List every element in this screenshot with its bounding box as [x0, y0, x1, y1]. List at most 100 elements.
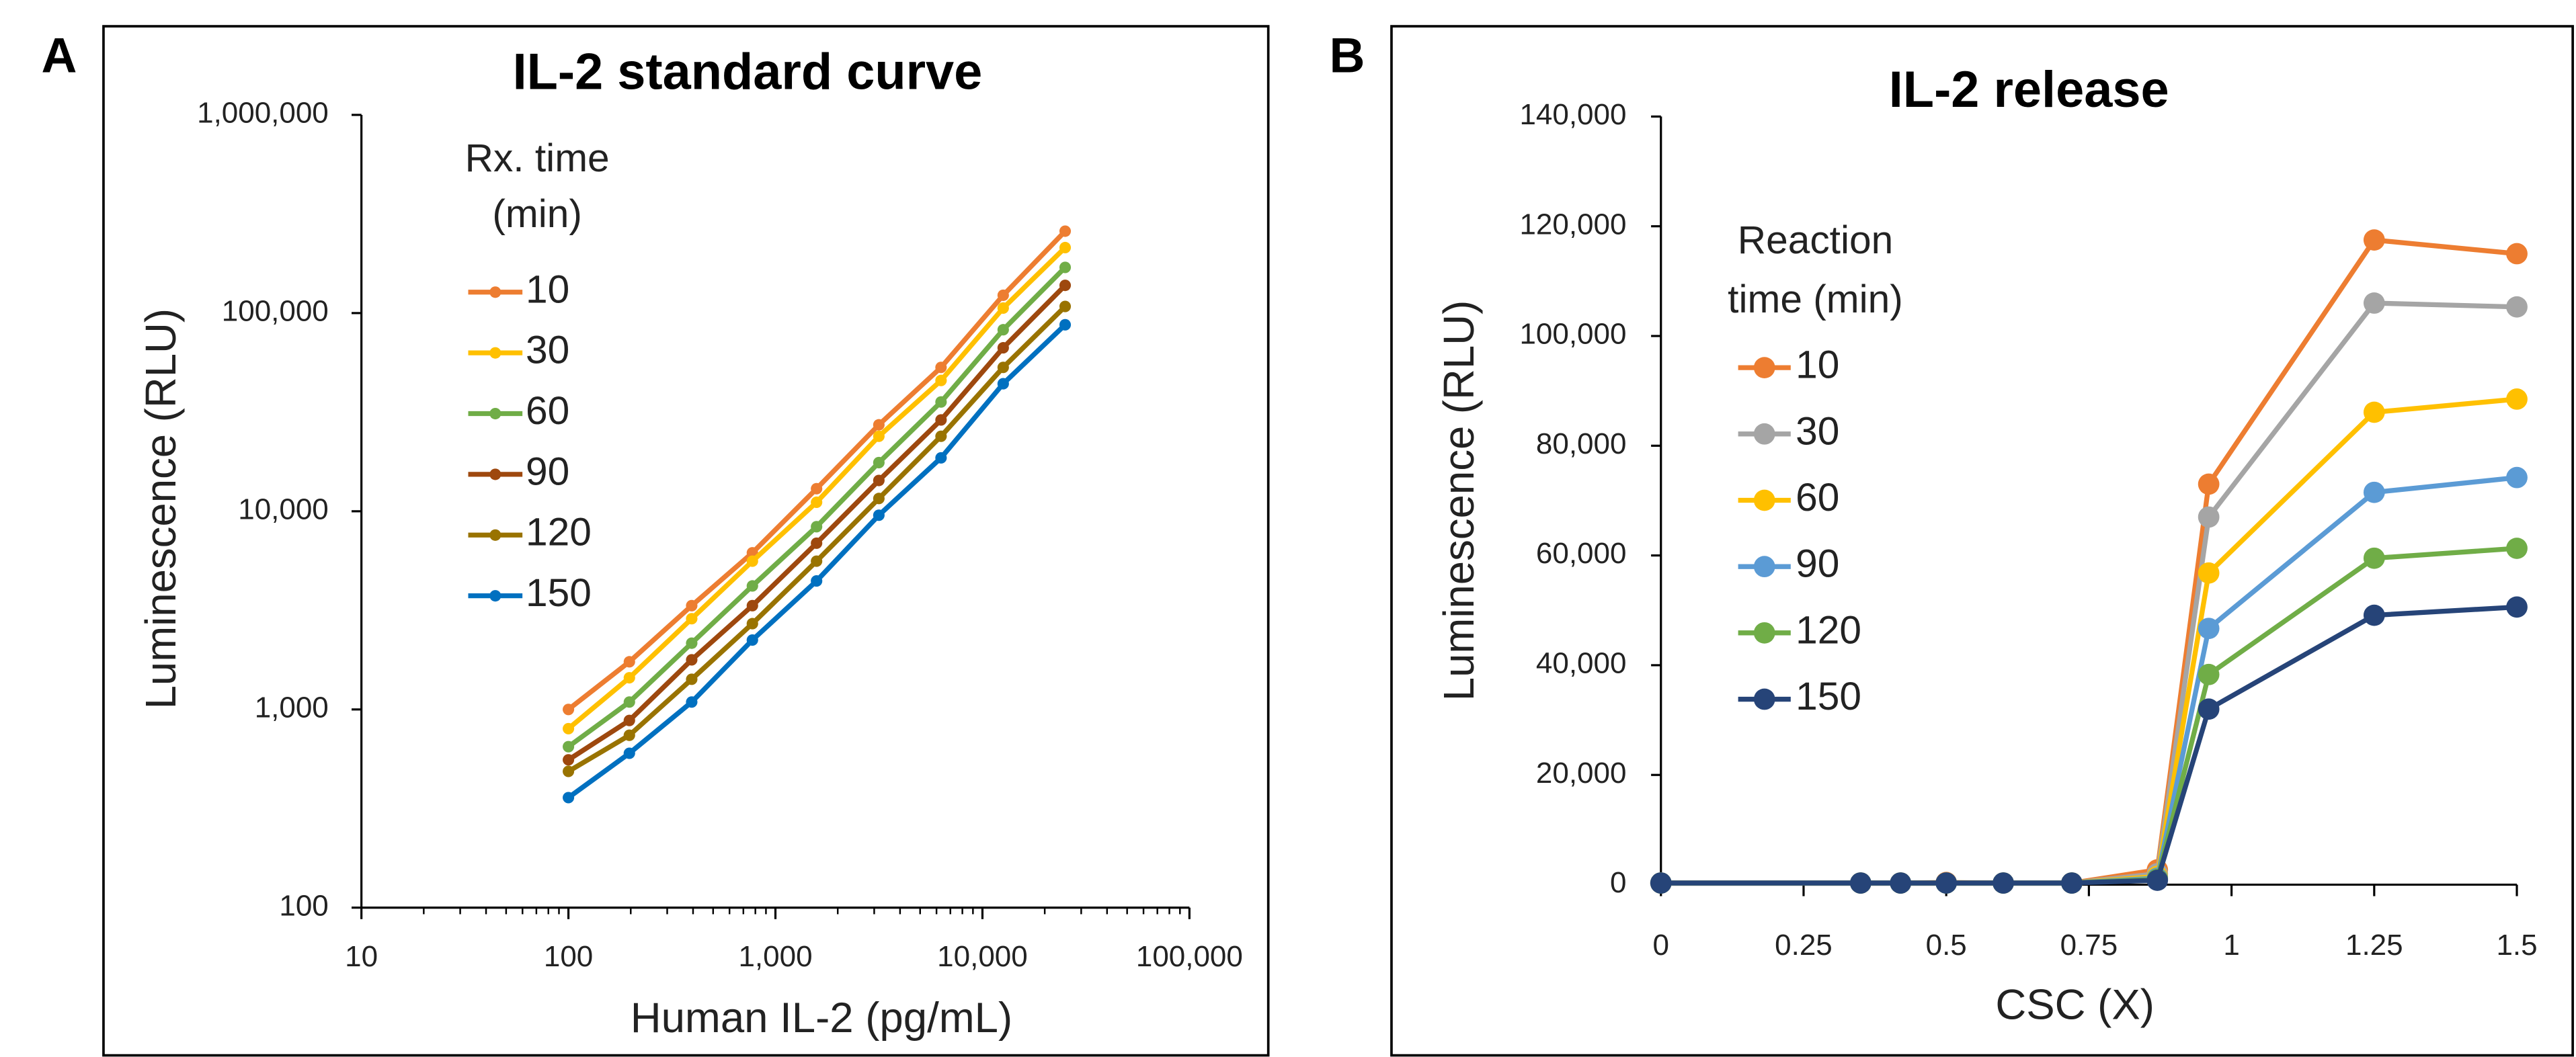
data-point	[873, 474, 885, 487]
legend-marker	[489, 347, 501, 359]
data-point	[873, 430, 885, 442]
legend-marker	[489, 529, 501, 541]
data-point	[746, 634, 758, 646]
legend-label: 60	[1796, 476, 1839, 519]
data-point	[746, 580, 758, 592]
data-point	[935, 452, 947, 464]
panel-frame	[1390, 25, 2574, 1057]
data-point	[686, 673, 698, 685]
data-point	[997, 342, 1009, 354]
x-tick-label: 100	[544, 940, 593, 973]
data-point	[686, 613, 698, 625]
data-point	[686, 696, 698, 708]
legend-marker	[1753, 556, 1775, 578]
data-point	[997, 362, 1009, 374]
x-tick-label: 0.75	[2060, 929, 2118, 962]
data-point	[2363, 292, 2385, 314]
data-point	[935, 374, 947, 386]
data-point	[873, 509, 885, 521]
x-tick-label: 10	[345, 940, 378, 973]
data-point	[1993, 872, 2014, 894]
y-tick-label: 1,000,000	[197, 97, 329, 130]
panel: B IL-2 release Luminescence (RLU) CSC (X) 0 2…	[1330, 25, 2574, 1057]
legend-marker	[489, 407, 501, 420]
x-tick-label: 0.25	[1775, 929, 1833, 962]
data-point	[1890, 872, 1912, 894]
panel-label: B	[1330, 28, 1365, 83]
x-axis-label: Human IL-2 (pg/mL)	[631, 994, 1012, 1042]
data-point	[811, 555, 823, 567]
data-point	[1059, 225, 1072, 237]
data-point	[686, 637, 698, 649]
data-point	[2506, 388, 2528, 410]
data-point	[2363, 229, 2385, 251]
y-axis-label: Luminescence (RLU)	[137, 308, 185, 709]
data-point	[1650, 872, 1672, 894]
legend-marker	[489, 468, 501, 480]
legend-label: 30	[526, 329, 569, 372]
legend-marker	[1753, 357, 1775, 379]
data-point	[811, 537, 823, 549]
data-point	[746, 555, 758, 567]
x-axis-label: CSC (X)	[1995, 981, 2154, 1029]
legend-label: 120	[1796, 608, 1861, 652]
data-point	[873, 419, 885, 431]
data-point	[623, 696, 635, 708]
x-tick-label: 0.5	[1926, 929, 1967, 962]
legend-label: 60	[526, 389, 569, 433]
data-point	[2198, 698, 2220, 720]
data-point	[623, 656, 635, 668]
data-point	[563, 741, 575, 753]
data-point	[563, 754, 575, 766]
data-point	[623, 747, 635, 759]
data-point	[935, 430, 947, 442]
x-tick-label: 1.25	[2345, 929, 2403, 962]
chart-title: IL-2 release	[1889, 61, 2169, 118]
data-point	[2506, 296, 2528, 318]
data-point	[997, 302, 1009, 314]
data-point	[811, 575, 823, 587]
legend-label: 90	[1796, 542, 1839, 586]
y-tick-label: 20,000	[1536, 757, 1627, 790]
data-point	[997, 324, 1009, 336]
legend-marker	[1753, 489, 1775, 511]
data-point	[746, 599, 758, 611]
data-point	[686, 599, 698, 611]
data-point	[935, 396, 947, 408]
panel: A IL-2 standard curve Luminescence (RLU) Hu…	[42, 25, 1270, 1057]
x-tick-label: 1,000	[738, 940, 812, 973]
data-point	[935, 362, 947, 374]
legend-label: 120	[526, 511, 592, 554]
data-point	[811, 482, 823, 495]
data-point	[935, 414, 947, 426]
panel-frame	[102, 25, 1270, 1057]
legend-label: 10	[526, 267, 569, 311]
x-tick-label: 1.5	[2496, 929, 2537, 962]
y-tick-label: 120,000	[1519, 208, 1626, 241]
data-point	[997, 378, 1009, 390]
legend-label: 150	[1796, 675, 1861, 718]
data-point	[873, 493, 885, 505]
chart-title: IL-2 standard curve	[513, 43, 983, 100]
y-tick-label: 40,000	[1536, 647, 1627, 680]
y-tick-label: 100,000	[222, 295, 329, 328]
legend-title: Rx. time	[465, 136, 610, 180]
y-tick-label: 100	[279, 889, 328, 922]
legend-label: 30	[1796, 409, 1839, 453]
y-tick-label: 10,000	[238, 493, 329, 525]
x-tick-label: 10,000	[937, 940, 1028, 973]
legend-marker	[489, 286, 501, 298]
legend-marker	[1753, 688, 1775, 710]
data-point	[2198, 663, 2220, 685]
data-point	[2363, 547, 2385, 569]
data-point	[811, 496, 823, 509]
y-tick-label: 1,000	[255, 691, 329, 724]
data-point	[2506, 596, 2528, 618]
legend-title: (min)	[492, 192, 582, 236]
data-point	[2506, 243, 2528, 265]
data-point	[2198, 562, 2220, 584]
data-point	[746, 618, 758, 630]
